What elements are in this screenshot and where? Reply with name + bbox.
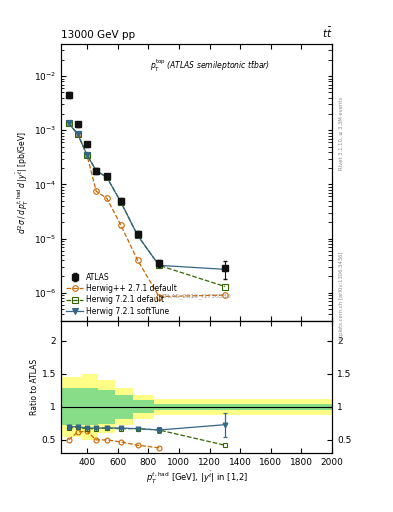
Herwig++ 2.7.1 default [105,196,109,202]
Y-axis label: Ratio to ATLAS: Ratio to ATLAS [30,359,39,415]
Y-axis label: $d^2\sigma\,/\,d\,p_T^{t,\rm had}\,d\,|y^{\bar{t}}|$ [pb/GeV]: $d^2\sigma\,/\,d\,p_T^{t,\rm had}\,d\,|y… [15,131,31,234]
Text: 13000 GeV pp: 13000 GeV pp [61,30,135,40]
Herwig 7.2.1 default [75,131,80,137]
Text: $p_T^{\rm top}$ (ATLAS semileptonic tt̄bar): $p_T^{\rm top}$ (ATLAS semileptonic tt̄b… [150,57,270,74]
Herwig 7.2.1 default [94,167,99,174]
Line: Herwig++ 2.7.1 default: Herwig++ 2.7.1 default [66,120,228,300]
Herwig 7.2.1 default [84,152,89,158]
Herwig++ 2.7.1 default [156,293,161,300]
Herwig 7.2.1 softTune [118,199,123,205]
Herwig 7.2.1 default [222,284,227,290]
Herwig 7.2.1 softTune [75,131,80,137]
Herwig 7.2.1 default [66,120,71,126]
Herwig++ 2.7.1 default [118,222,123,228]
Herwig 7.2.1 softTune [105,174,109,180]
Herwig 7.2.1 softTune [66,120,71,126]
Herwig 7.2.1 softTune [94,167,99,174]
Herwig 7.2.1 default [135,232,140,238]
Herwig++ 2.7.1 default [94,188,99,194]
Herwig 7.2.1 default [105,174,109,180]
Herwig++ 2.7.1 default [66,120,71,126]
Legend: ATLAS, Herwig++ 2.7.1 default, Herwig 7.2.1 default, Herwig 7.2.1 softTune: ATLAS, Herwig++ 2.7.1 default, Herwig 7.… [65,271,178,317]
Line: Herwig 7.2.1 softTune: Herwig 7.2.1 softTune [66,120,228,272]
Herwig++ 2.7.1 default [135,257,140,263]
Herwig 7.2.1 softTune [135,232,140,238]
Herwig 7.2.1 softTune [84,152,89,158]
Herwig 7.2.1 softTune [156,262,161,268]
Herwig 7.2.1 softTune [222,266,227,272]
Text: ATLAS_2019_I1750330: ATLAS_2019_I1750330 [161,293,232,299]
Line: Herwig 7.2.1 default: Herwig 7.2.1 default [66,120,228,289]
Text: Rivet 3.1.10, ≥ 3.3M events: Rivet 3.1.10, ≥ 3.3M events [339,96,344,170]
Herwig 7.2.1 default [156,262,161,268]
X-axis label: $p_T^{t,\rm had}$ [GeV], $|y^{\bar{t}}|$ in [1,2]: $p_T^{t,\rm had}$ [GeV], $|y^{\bar{t}}|$… [145,470,248,486]
Herwig++ 2.7.1 default [84,152,89,158]
Text: $t\bar{t}$: $t\bar{t}$ [321,26,332,40]
Herwig++ 2.7.1 default [75,131,80,137]
Herwig 7.2.1 default [118,199,123,205]
Text: mcplots.cern.ch [arXiv:1306.3436]: mcplots.cern.ch [arXiv:1306.3436] [339,251,344,343]
Herwig++ 2.7.1 default [222,292,227,298]
